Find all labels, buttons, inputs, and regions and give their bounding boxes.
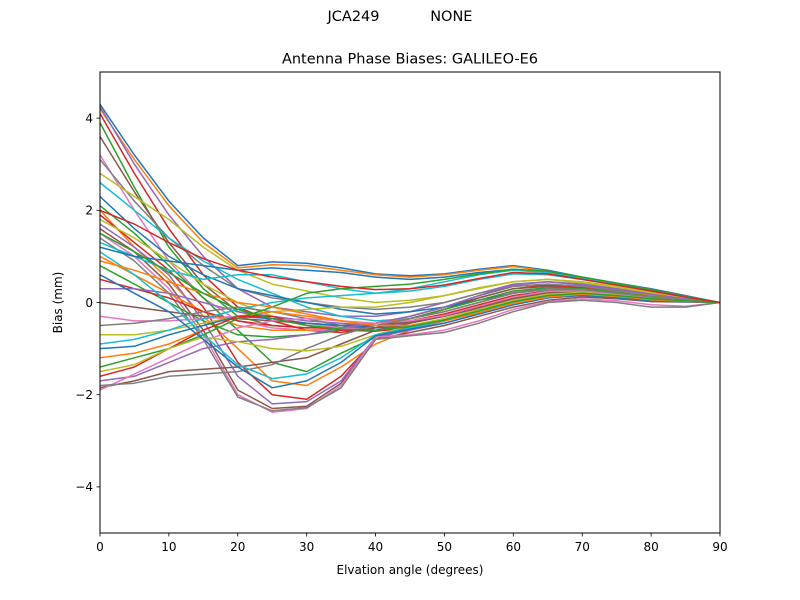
series-line [100, 232, 720, 331]
y-tick-label: −2 [75, 388, 93, 402]
x-tick-label: 20 [230, 540, 245, 554]
x-tick-label: 70 [575, 540, 590, 554]
x-tick-label: 80 [643, 540, 658, 554]
series-line [100, 209, 720, 304]
chart-title: Antenna Phase Biases: GALILEO-E6 [282, 52, 538, 68]
y-tick-label: 4 [85, 111, 93, 125]
x-tick-label: 90 [712, 540, 727, 554]
x-tick-label: 40 [368, 540, 383, 554]
y-tick-label: −4 [75, 480, 93, 494]
series-line [100, 108, 720, 304]
y-tick-label: 2 [85, 204, 93, 218]
series-line [100, 281, 720, 382]
x-axis-ticks: 0 10 20 30 40 50 60 70 80 90 [96, 533, 728, 554]
x-tick-label: 60 [506, 540, 521, 554]
suptitle-model: NONE [430, 9, 473, 25]
y-tick-label: 0 [85, 296, 93, 310]
series-line [100, 290, 720, 391]
series-line [100, 278, 720, 336]
x-axis-label: Elvation angle (degrees) [337, 563, 484, 577]
x-tick-label: 10 [161, 540, 176, 554]
y-axis-label: Bias (mm) [51, 272, 65, 334]
x-tick-label: 0 [96, 540, 104, 554]
series-lines [100, 103, 720, 413]
series-line [100, 274, 720, 389]
x-tick-label: 50 [437, 540, 452, 554]
series-line [100, 172, 720, 304]
y-axis-ticks: −4 −2 0 2 4 [75, 111, 100, 494]
series-line [100, 287, 720, 387]
figure-suptitle: JCA249 NONE [0, 9, 800, 25]
suptitle-station: JCA249 [327, 9, 380, 25]
x-tick-label: 30 [299, 540, 314, 554]
